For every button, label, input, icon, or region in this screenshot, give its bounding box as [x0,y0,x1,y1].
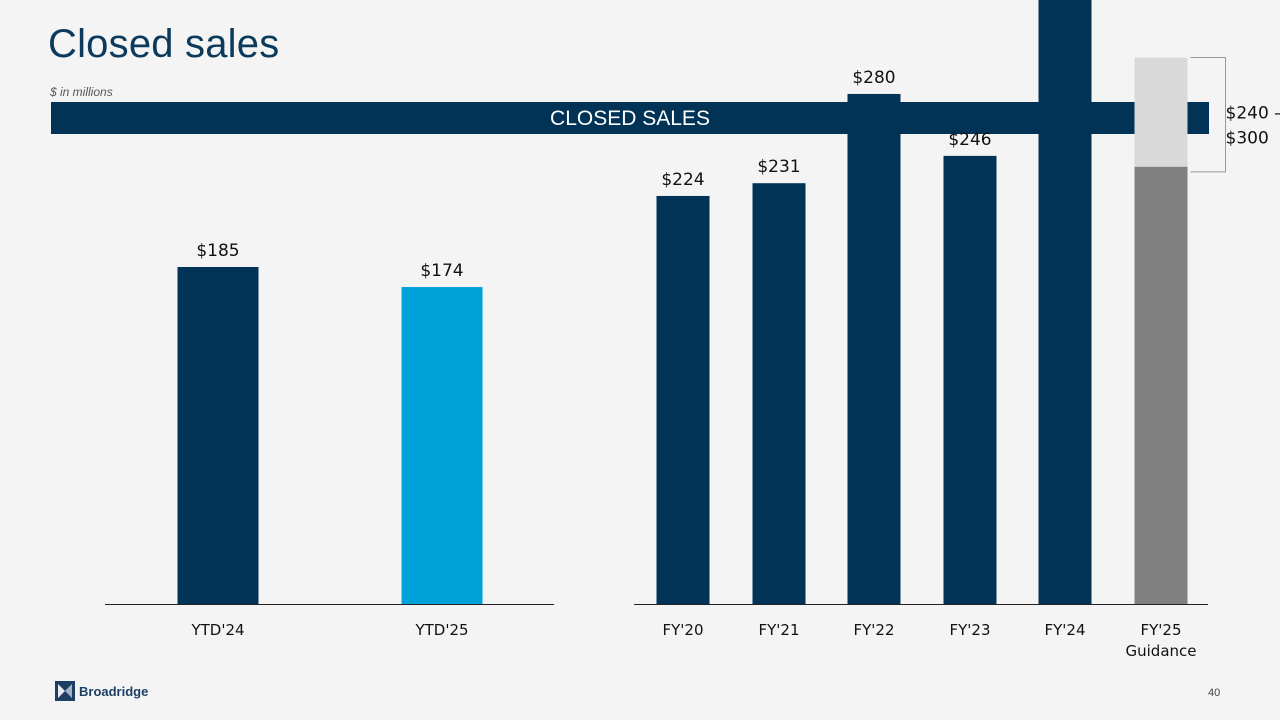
tick-label: FY'21 [758,621,799,639]
data-label: $174 [420,261,463,281]
tick-label: Guidance [1126,642,1197,660]
tick-label: FY'20 [662,621,703,639]
data-label: $280 [852,68,895,88]
broadridge-logo: Broadridge [55,680,148,702]
chart-banner: CLOSED SALES [51,102,1209,134]
bar-fy-24 [1038,0,1092,604]
bar-fy-21 [752,183,806,605]
broadridge-logo-icon [55,681,75,701]
tick-label: FY'22 [853,621,894,639]
tick-label: FY'23 [949,621,990,639]
data-label: $231 [757,157,800,177]
tick-label: YTD'24 [190,621,244,639]
guidance-base-bar [1134,166,1188,605]
tick-label: FY'25 [1140,621,1181,639]
tick-label: FY'24 [1044,621,1085,639]
bar-ytd-25 [401,287,483,604]
data-label: $246 [948,130,991,150]
data-label: $224 [661,170,704,190]
bar-fy-20 [656,195,710,604]
page-number: 40 [1208,687,1221,699]
bar-fy-22 [847,93,901,605]
tick-label: YTD'25 [414,621,468,639]
logo-text: Broadridge [79,683,149,699]
guidance-range-bar [1134,57,1188,167]
page-title: Closed sales [48,22,280,66]
guidance-label: $240 – [1226,104,1280,124]
bar-ytd-24 [177,267,259,604]
bar-fy-23 [943,155,997,604]
data-label: $185 [196,241,239,261]
guidance-label: $300 [1226,129,1269,149]
guidance-bracket [1190,57,1226,173]
units-note: $ in millions [50,85,113,99]
